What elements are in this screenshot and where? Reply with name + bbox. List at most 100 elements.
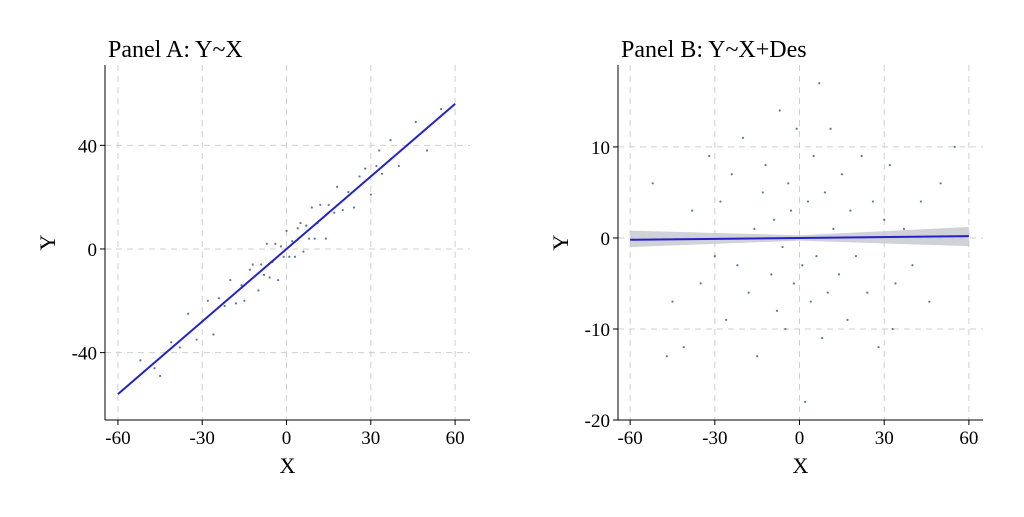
point <box>730 173 733 176</box>
point <box>364 167 367 170</box>
point <box>778 109 781 112</box>
point <box>792 282 795 285</box>
point <box>787 182 790 185</box>
point <box>812 154 815 158</box>
point <box>691 209 694 212</box>
y-tick-label: -40 <box>72 344 97 365</box>
point <box>877 346 880 349</box>
point <box>414 120 417 124</box>
point <box>736 264 739 267</box>
point <box>262 273 266 276</box>
point <box>217 297 221 300</box>
point <box>883 218 886 221</box>
point <box>820 336 824 340</box>
point <box>380 172 384 175</box>
point <box>324 237 327 240</box>
point <box>305 224 308 227</box>
point <box>823 191 827 194</box>
y-axis-label: Y <box>35 234 60 250</box>
point <box>158 374 162 378</box>
point <box>761 191 764 194</box>
point <box>293 255 297 258</box>
point <box>375 164 378 168</box>
point <box>804 400 807 403</box>
point <box>352 206 356 209</box>
point <box>891 327 894 331</box>
point <box>888 164 891 167</box>
point <box>206 299 209 302</box>
point <box>274 242 277 245</box>
point <box>268 276 271 279</box>
point <box>832 227 835 230</box>
x-tick-label: -30 <box>702 428 727 449</box>
x-tick-label: 30 <box>361 428 380 449</box>
point <box>212 333 215 336</box>
point <box>347 190 350 194</box>
point <box>854 255 858 258</box>
x-tick-label: 60 <box>959 428 978 449</box>
x-tick-label: -30 <box>190 428 215 449</box>
point <box>243 299 246 302</box>
x-tick-label: 30 <box>875 428 894 449</box>
point <box>310 206 313 209</box>
point <box>170 341 173 344</box>
point <box>725 318 728 321</box>
point <box>291 240 294 243</box>
point <box>223 304 226 308</box>
point <box>795 127 798 130</box>
point <box>671 300 674 303</box>
y-axis-label: Y <box>548 234 573 250</box>
point <box>282 255 285 258</box>
point <box>894 282 897 285</box>
point <box>809 300 812 303</box>
point <box>829 127 832 130</box>
point <box>871 200 875 203</box>
y-tick-label: 10 <box>591 138 610 159</box>
point <box>341 209 344 212</box>
point <box>784 327 787 331</box>
point <box>719 200 722 203</box>
point <box>919 200 922 203</box>
point <box>279 245 282 248</box>
point <box>302 250 305 253</box>
x-tick-label: -60 <box>105 428 130 449</box>
point <box>764 164 767 167</box>
y-tick-label: 0 <box>88 240 98 261</box>
point <box>296 227 299 230</box>
point <box>699 282 702 285</box>
point <box>251 263 254 266</box>
point <box>708 154 711 158</box>
x-tick-label: 60 <box>446 428 465 449</box>
point <box>911 264 914 267</box>
point <box>846 318 849 321</box>
point <box>333 211 336 214</box>
point <box>866 291 869 294</box>
x-tick-label: -60 <box>617 428 642 449</box>
point <box>860 154 863 158</box>
point <box>753 227 756 230</box>
point <box>425 149 429 152</box>
point <box>389 139 392 142</box>
point <box>285 229 288 232</box>
point <box>234 302 238 305</box>
x-axis-label: X <box>280 453 296 478</box>
point <box>139 359 142 362</box>
point <box>260 263 263 266</box>
point <box>818 82 821 85</box>
point <box>806 200 810 203</box>
x-tick-label: 0 <box>282 428 292 449</box>
point <box>902 227 906 230</box>
point <box>953 145 956 149</box>
y-tick-label: -10 <box>585 320 610 341</box>
point <box>747 291 750 294</box>
point <box>826 291 829 294</box>
point <box>358 175 361 178</box>
point <box>741 136 745 139</box>
point <box>840 173 843 176</box>
x-axis-label: X <box>793 453 809 478</box>
point <box>276 278 280 282</box>
point <box>775 309 779 312</box>
point <box>397 164 401 168</box>
point <box>789 209 793 212</box>
